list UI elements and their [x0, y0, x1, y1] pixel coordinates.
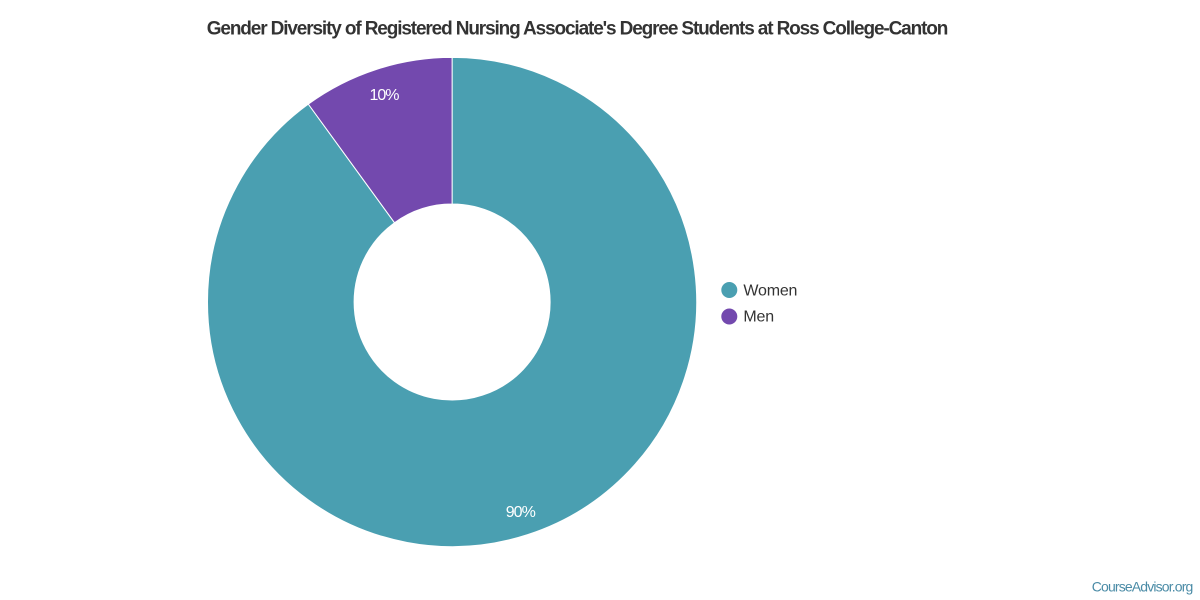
svg-text:Women: Women: [743, 283, 797, 300]
svg-text:10%: 10%: [369, 87, 399, 104]
svg-text:CourseAdvisor.org: CourseAdvisor.org: [1092, 579, 1193, 595]
svg-text:Gender Diversity of Registered: Gender Diversity of Registered Nursing A…: [207, 19, 948, 40]
svg-text:Men: Men: [743, 309, 774, 326]
svg-text:90%: 90%: [506, 504, 536, 521]
